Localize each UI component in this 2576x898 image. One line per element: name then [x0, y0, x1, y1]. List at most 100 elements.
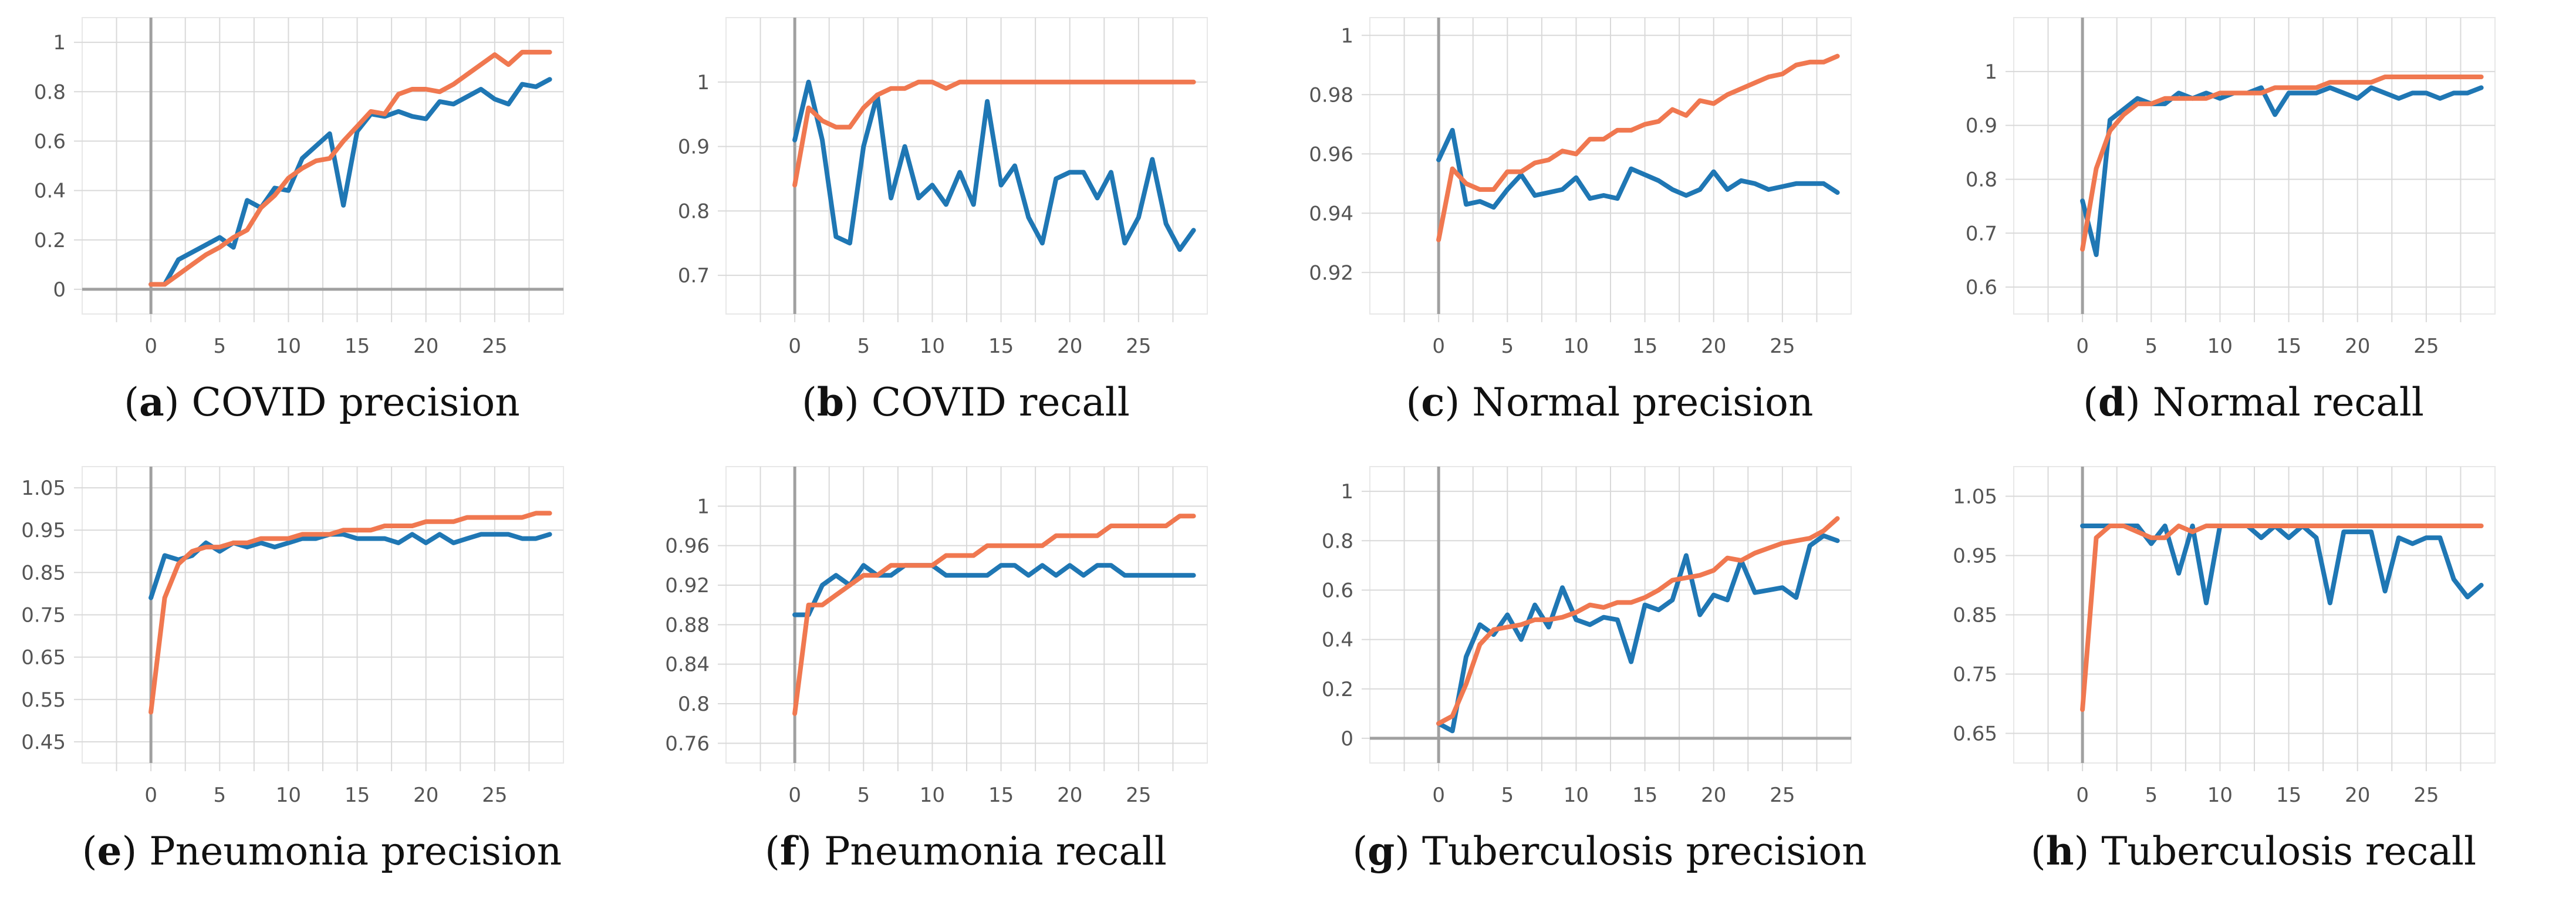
x-tick-label: 5: [857, 335, 870, 358]
chart-panel-f: 0.76 0.8 0.84 0.88 0.92 0.96 1 0 5 10 15 20 25 (f) Pn…: [644, 449, 1288, 898]
caption-text: COVID recall: [871, 380, 1130, 425]
y-tick-label: 0.4: [34, 180, 66, 203]
chart-panel-h: 0.65 0.75 0.85 0.95 1.05 0 5 10 15 20 25 (h) Tuberc…: [1932, 449, 2575, 898]
x-tick-label: 0: [1432, 335, 1445, 358]
series-line-orange: [2080, 75, 2484, 252]
caption-text: Tuberculosis precision: [1422, 829, 1867, 874]
x-tick-label: 0: [144, 335, 157, 358]
y-tick-label: 0.8: [34, 80, 66, 104]
chart-panel-e: 0.45 0.55 0.65 0.75 0.85 0.95 1.05 0 5 10 15 20 25 (e…: [0, 449, 644, 898]
x-tick-label: 25: [1770, 784, 1795, 807]
y-tick-label: 0.2: [1322, 678, 1353, 701]
y-tick-label: 0.55: [21, 688, 66, 712]
caption-letter: c: [1421, 379, 1445, 425]
x-tick-label: 25: [482, 335, 507, 358]
y-tick-label: 0.96: [665, 535, 710, 558]
series-line-orange: [1436, 53, 1840, 242]
y-tick-label: 0.95: [1953, 545, 1997, 568]
x-tick-label: 0: [2076, 784, 2089, 807]
x-tick-label: 15: [988, 784, 1014, 807]
x-tick-label: 10: [276, 784, 301, 807]
series-line-blue: [1436, 533, 1840, 734]
y-tick-label: 0.84: [665, 653, 710, 677]
caption-text: COVID precision: [191, 380, 520, 425]
chart-caption: (a) COVID precision: [124, 379, 520, 425]
chart-caption: (b) COVID recall: [802, 379, 1130, 425]
chart-panel-b: 0.7 0.8 0.9 1 0 5 10 15 20 25 (b) COVID recall: [644, 0, 1288, 449]
y-tick-label: 0.8: [1322, 529, 1353, 553]
y-tick-label: 0.8: [1966, 168, 1997, 191]
caption-letter: a: [139, 379, 164, 425]
x-tick-label: 20: [413, 784, 438, 807]
x-tick-label: 25: [482, 784, 507, 807]
x-tick-label: 15: [1632, 784, 1657, 807]
x-tick-label: 0: [2076, 335, 2089, 358]
series-line-blue: [2080, 85, 2484, 257]
x-tick-label: 20: [1057, 784, 1082, 807]
x-tick-label: 5: [213, 335, 226, 358]
caption-letter: e: [97, 828, 122, 874]
x-tick-label: 10: [2207, 335, 2233, 358]
x-tick-label: 20: [1057, 335, 1082, 358]
x-tick-label: 5: [213, 784, 226, 807]
y-tick-label: 0.75: [1953, 663, 1997, 687]
chart-caption: (d) Normal recall: [2083, 379, 2424, 425]
chart-svg-d: 0.60.70.80.910 5 10 15 20 25: [1966, 17, 2496, 358]
chart-panel-a: 0 0.2 0.4 0.6 0.8 1 0 5 10 15 20 25 (a) COVID precis…: [0, 0, 644, 449]
y-tick-label: 1.05: [1953, 485, 1997, 509]
y-tick-label: 0.9: [678, 136, 710, 159]
y-tick-label: 0.85: [1953, 604, 1997, 627]
y-tick-label: 0.4: [1322, 629, 1353, 652]
chart-svg-g: 00.20.40.60.810 5 10 15 20 25: [1322, 466, 1852, 807]
y-tick-label: 0: [1341, 727, 1353, 751]
caption-text: Normal recall: [2152, 380, 2424, 425]
chart-caption: (e) Pneumonia precision: [82, 828, 562, 874]
series-line-orange: [148, 49, 552, 287]
chart-panel-g: 0 0.2 0.4 0.6 0.8 1 0 5 10 15 20 25 (g) Tuberculosis…: [1288, 449, 1932, 898]
chart-caption: (g) Tuberculosis precision: [1352, 828, 1867, 874]
x-tick-label: 0: [788, 784, 801, 807]
x-tick-label: 15: [1632, 335, 1657, 358]
x-tick-label: 5: [857, 784, 870, 807]
series-line-blue: [792, 563, 1196, 617]
x-tick-label: 25: [2413, 784, 2439, 807]
y-tick-label: 0.6: [34, 130, 66, 153]
y-tick-label: 0.7: [678, 264, 710, 288]
y-tick-label: 0.95: [21, 519, 66, 542]
y-tick-label: 0.65: [1953, 723, 1997, 746]
series-line-blue: [2080, 524, 2484, 606]
x-tick-label: 25: [1126, 784, 1151, 807]
x-tick-label: 25: [1770, 335, 1795, 358]
caption-letter: g: [1368, 828, 1395, 874]
x-tick-label: 15: [345, 784, 370, 807]
x-tick-label: 5: [1501, 784, 1514, 807]
y-tick-label: 1.05: [21, 477, 66, 500]
chart-panel-c: 0.92 0.94 0.96 0.98 1 0 5 10 15 20 25 (c) Normal pr…: [1288, 0, 1932, 449]
y-tick-label: 0: [53, 278, 66, 302]
series-line-orange: [792, 514, 1196, 716]
series-line-blue: [1436, 127, 1840, 210]
x-tick-label: 15: [2276, 784, 2301, 807]
x-tick-label: 10: [920, 784, 945, 807]
y-tick-label: 0.2: [34, 229, 66, 252]
x-tick-label: 0: [788, 335, 801, 358]
x-tick-label: 15: [345, 335, 370, 358]
x-tick-label: 25: [2413, 335, 2439, 358]
chart-svg-b: 0.70.80.910 5 10 15 20 25: [678, 17, 1208, 358]
x-tick-label: 20: [2345, 784, 2370, 807]
x-tick-label: 20: [413, 335, 438, 358]
y-tick-label: 0.96: [1309, 143, 1353, 166]
x-tick-label: 25: [1126, 335, 1151, 358]
series-line-blue: [148, 532, 552, 600]
x-tick-label: 10: [276, 335, 301, 358]
x-tick-label: 5: [1501, 335, 1514, 358]
chart-panel-d: 0.6 0.7 0.8 0.9 1 0 5 10 15 20 25 (d) Normal recall: [1932, 0, 2575, 449]
x-tick-label: 10: [1564, 784, 1589, 807]
chart-caption: (c) Normal precision: [1406, 379, 1814, 425]
x-tick-label: 0: [144, 784, 157, 807]
chart-caption: (h) Tuberculosis recall: [2030, 828, 2477, 874]
chart-svg-h: 0.65 0.75 0.85 0.95 1.05 0 5 10 15 20 25: [1953, 466, 2496, 807]
series-line-orange: [148, 511, 552, 715]
y-tick-label: 1: [53, 31, 66, 55]
